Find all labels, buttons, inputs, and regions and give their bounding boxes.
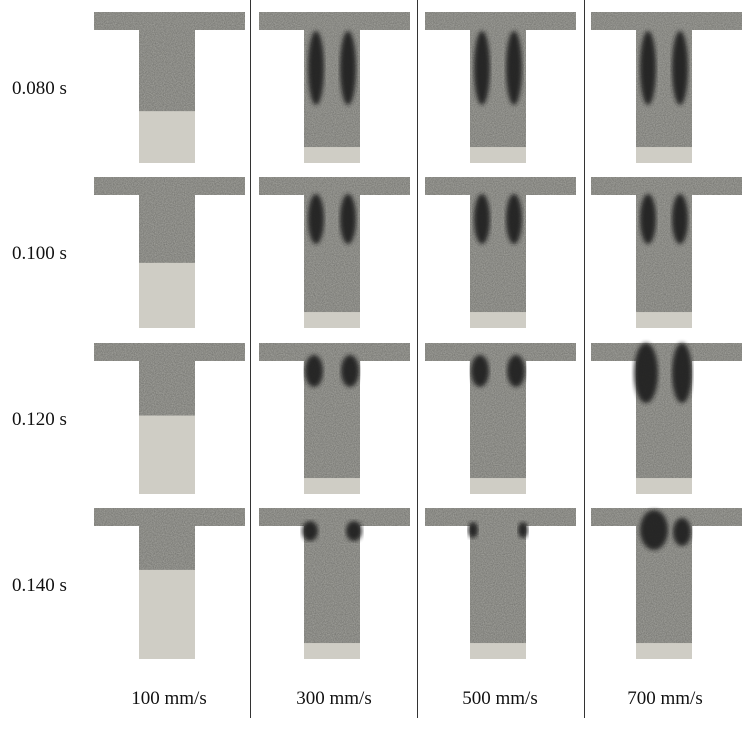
simulation-panel [259, 177, 410, 328]
texture-runner [259, 508, 410, 526]
texture-stem [139, 30, 195, 111]
texture-runner [94, 343, 245, 361]
texture-stem [470, 526, 526, 643]
simulation-panel [591, 177, 742, 328]
simulation-panel [94, 177, 245, 328]
dark-region [640, 510, 668, 550]
simulation-panel [94, 508, 245, 659]
column-divider [584, 0, 585, 718]
texture-runner [425, 177, 576, 195]
texture-runner [591, 12, 742, 30]
texture-runner [259, 177, 410, 195]
simulation-panel [591, 508, 742, 659]
texture-runner [94, 177, 245, 195]
dark-region [346, 521, 362, 541]
dark-region [341, 355, 359, 387]
dark-region [506, 31, 522, 105]
texture-runner [591, 343, 742, 361]
texture-runner [425, 12, 576, 30]
simulation-panel [94, 12, 245, 163]
dark-region [468, 522, 478, 538]
dark-region [302, 521, 318, 541]
row-label-time-3: 0.120 s [12, 409, 67, 431]
dark-region [672, 343, 692, 403]
simulation-panel [94, 343, 245, 494]
dark-region [518, 522, 528, 538]
dark-region [308, 194, 324, 244]
simulation-panel [425, 343, 576, 494]
column-label-speed-4: 700 mm/s [585, 688, 745, 710]
dark-region [340, 31, 356, 105]
dark-region [640, 194, 656, 244]
column-label-speed-3: 500 mm/s [420, 688, 580, 710]
row-label-time-1: 0.080 s [12, 78, 67, 100]
simulation-panel [591, 343, 742, 494]
column-label-speed-1: 100 mm/s [89, 688, 249, 710]
dark-region [672, 194, 688, 244]
dark-region [673, 518, 691, 546]
simulation-panel [425, 12, 576, 163]
dark-region [634, 343, 658, 403]
row-label-time-4: 0.140 s [12, 575, 67, 597]
texture-stem [304, 526, 360, 643]
simulation-panel [259, 12, 410, 163]
dark-region [308, 31, 324, 105]
texture-stem [139, 526, 195, 570]
texture-runner [591, 177, 742, 195]
dark-region [305, 355, 323, 387]
texture-stem [139, 195, 195, 263]
dark-region [672, 31, 688, 105]
column-divider [250, 0, 251, 718]
texture-runner [94, 12, 245, 30]
texture-runner [425, 343, 576, 361]
simulation-panel [425, 177, 576, 328]
dark-region [471, 355, 489, 387]
texture-runner [94, 508, 245, 526]
dark-region [507, 355, 525, 387]
column-divider [417, 0, 418, 718]
column-label-speed-2: 300 mm/s [254, 688, 414, 710]
dark-region [474, 31, 490, 105]
simulation-panel [591, 12, 742, 163]
texture-runner [259, 343, 410, 361]
dark-region [506, 194, 522, 244]
simulation-panel [259, 343, 410, 494]
dark-region [640, 31, 656, 105]
dark-region [474, 194, 490, 244]
texture-stem [139, 361, 195, 416]
texture-runner [425, 508, 576, 526]
simulation-panel [259, 508, 410, 659]
dark-region [340, 194, 356, 244]
simulation-panel [425, 508, 576, 659]
row-label-time-2: 0.100 s [12, 243, 67, 265]
texture-runner [259, 12, 410, 30]
